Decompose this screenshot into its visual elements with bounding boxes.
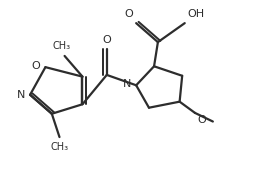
Text: N: N bbox=[17, 90, 25, 100]
Text: O: O bbox=[32, 61, 40, 71]
Text: OH: OH bbox=[187, 9, 204, 19]
Text: O: O bbox=[125, 9, 134, 19]
Text: CH₃: CH₃ bbox=[53, 41, 71, 51]
Text: N: N bbox=[123, 79, 131, 89]
Text: O: O bbox=[102, 35, 111, 45]
Text: CH₃: CH₃ bbox=[50, 142, 69, 152]
Text: O: O bbox=[198, 115, 206, 125]
